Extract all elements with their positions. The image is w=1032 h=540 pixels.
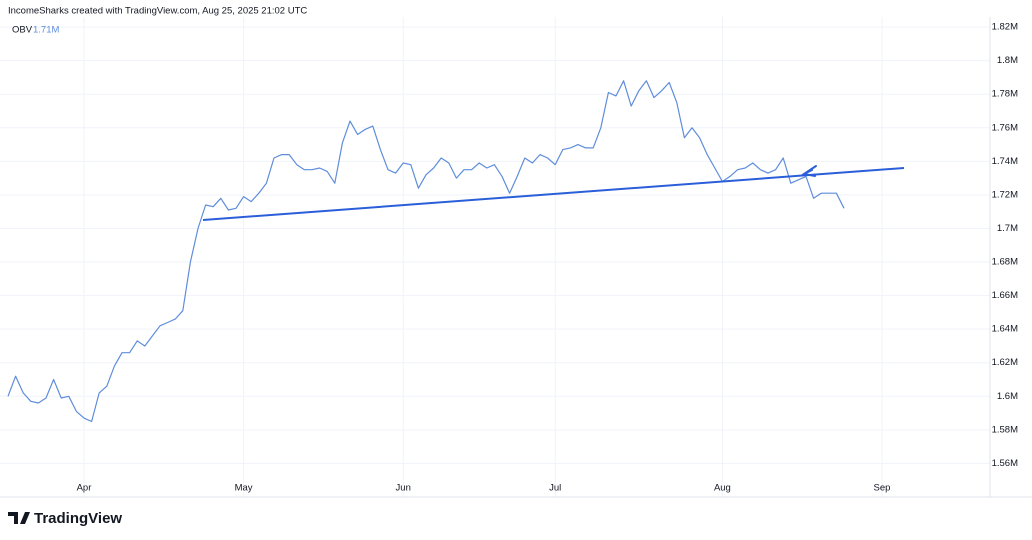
legend-value: 1.71M <box>33 25 59 36</box>
x-tick-label: Aug <box>714 483 731 494</box>
y-tick-label: 1.7M <box>997 223 1018 234</box>
series-line <box>7 80 845 423</box>
x-tick-label: Jul <box>549 483 561 494</box>
y-tick-label: 1.58M <box>992 424 1018 435</box>
y-tick-label: 1.64M <box>992 324 1018 335</box>
x-tick-label: Sep <box>874 483 891 494</box>
y-tick-label: 1.72M <box>992 189 1018 200</box>
x-tick-label: May <box>235 483 253 494</box>
y-tick-label: 1.68M <box>992 257 1018 268</box>
y-tick-label: 1.62M <box>992 357 1018 368</box>
y-tick-label: 1.6M <box>997 391 1018 402</box>
y-tick-label: 1.56M <box>992 458 1018 469</box>
x-tick-label: Jun <box>396 483 411 494</box>
attribution: IncomeSharks created with TradingView.co… <box>8 6 307 17</box>
logo-text: TradingView <box>34 510 122 527</box>
logo: TradingView <box>8 510 122 527</box>
x-tick-label: Apr <box>77 483 92 494</box>
y-tick-label: 1.78M <box>992 89 1018 100</box>
plot <box>7 80 845 423</box>
grid <box>0 17 990 497</box>
y-tick-label: 1.82M <box>992 22 1018 33</box>
trend-line <box>202 167 905 221</box>
y-tick-label: 1.66M <box>992 290 1018 301</box>
y-tick-label: 1.74M <box>992 156 1018 167</box>
arrow-annotation <box>801 165 817 177</box>
logo-mark <box>8 512 30 524</box>
y-tick-label: 1.76M <box>992 122 1018 133</box>
legend-name: OBV <box>12 25 33 36</box>
y-tick-label: 1.8M <box>997 55 1018 66</box>
